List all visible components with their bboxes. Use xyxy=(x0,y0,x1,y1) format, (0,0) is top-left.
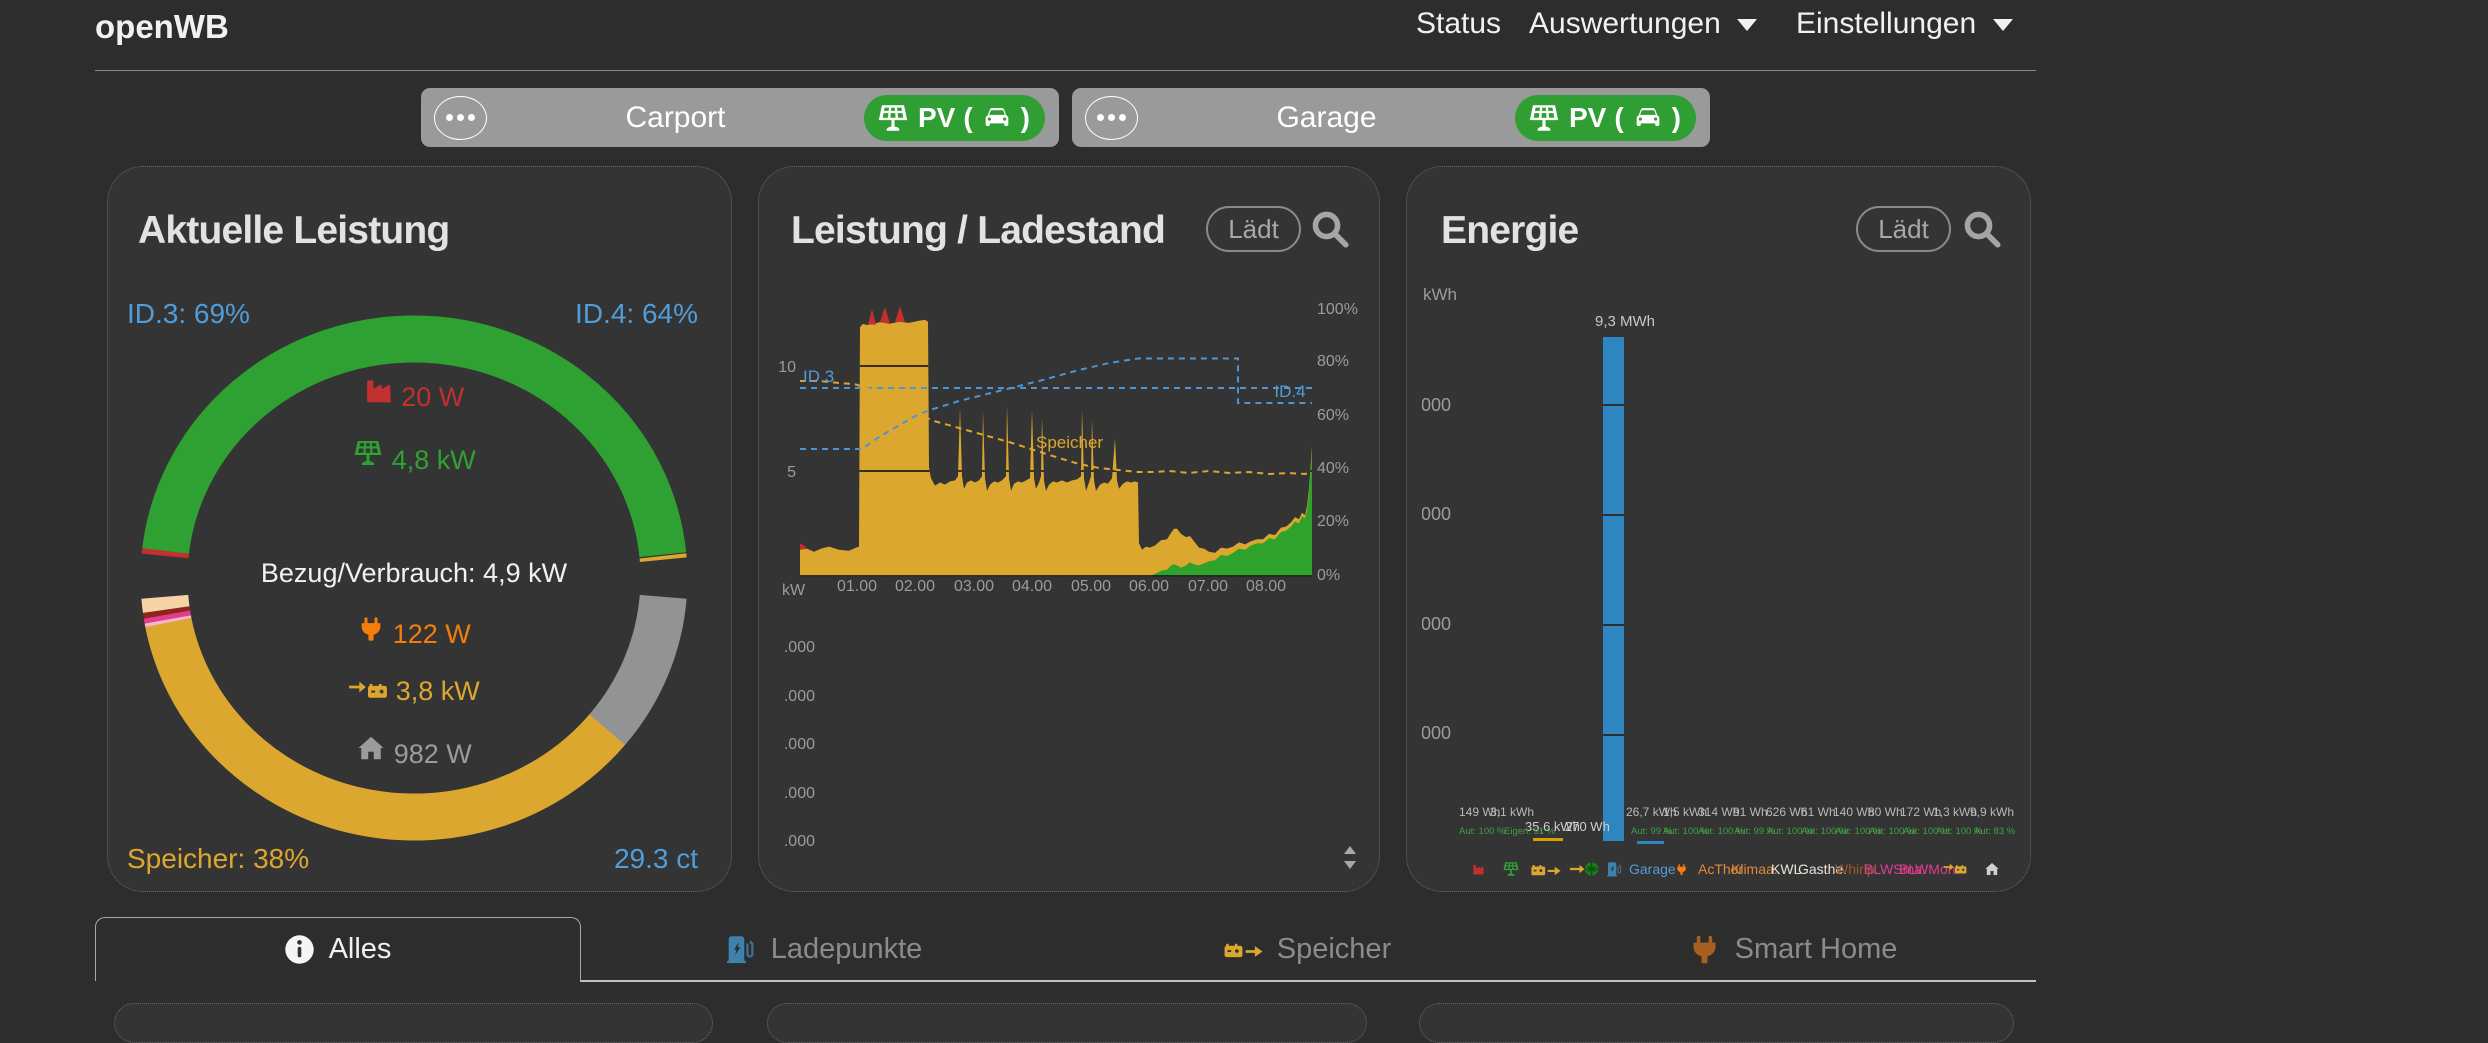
svg-text:01.00: 01.00 xyxy=(837,578,877,595)
svg-text:.000: .000 xyxy=(784,688,815,705)
svg-text:100%: 100% xyxy=(1317,301,1358,318)
svg-text:20%: 20% xyxy=(1317,513,1349,530)
svg-text:07.00: 07.00 xyxy=(1188,578,1228,595)
svg-text:Speicher: Speicher xyxy=(1036,433,1103,452)
svg-text:80%: 80% xyxy=(1317,353,1349,370)
svg-text:5: 5 xyxy=(787,464,796,481)
svg-text:0%: 0% xyxy=(1317,567,1340,584)
svg-text:03.00: 03.00 xyxy=(954,578,994,595)
svg-text:06.00: 06.00 xyxy=(1129,578,1169,595)
svg-text:08.00: 08.00 xyxy=(1246,578,1286,595)
svg-text:.000: .000 xyxy=(784,736,815,753)
svg-text:10: 10 xyxy=(778,359,796,376)
svg-text:kW: kW xyxy=(782,582,806,599)
svg-text:ID.3: ID.3 xyxy=(803,367,834,386)
svg-text:.000: .000 xyxy=(784,785,815,802)
svg-text:04.00: 04.00 xyxy=(1012,578,1052,595)
svg-text:ID.4: ID.4 xyxy=(1274,382,1305,401)
svg-text:.000: .000 xyxy=(784,833,815,850)
svg-text:60%: 60% xyxy=(1317,407,1349,424)
svg-text:40%: 40% xyxy=(1317,460,1349,477)
svg-text:.000: .000 xyxy=(784,639,815,656)
svg-text:02.00: 02.00 xyxy=(895,578,935,595)
svg-text:05.00: 05.00 xyxy=(1071,578,1111,595)
